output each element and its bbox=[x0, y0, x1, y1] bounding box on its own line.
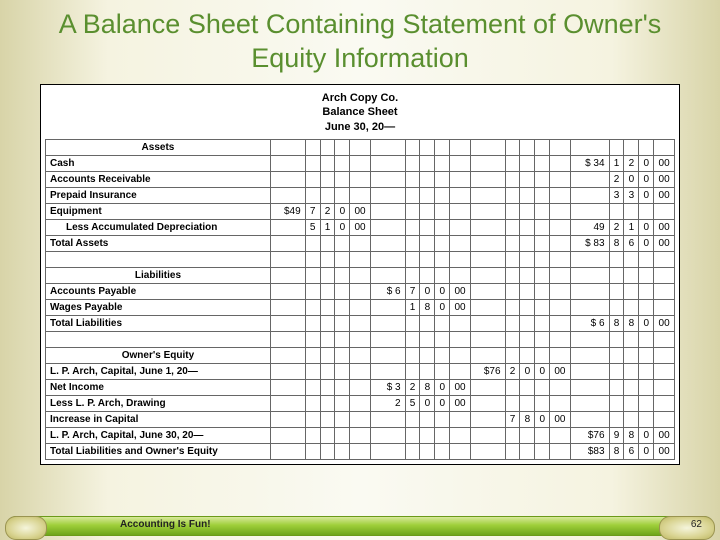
table-row: Less Accumulated Depreciation 51000 4921… bbox=[46, 220, 675, 236]
page-number: 62 bbox=[691, 519, 702, 530]
footer-label: Accounting Is Fun! bbox=[120, 519, 211, 530]
footer-bar: Accounting Is Fun! 62 bbox=[0, 516, 720, 538]
table-row: Total Liabilities $ 688000 bbox=[46, 316, 675, 332]
table-row: L. P. Arch, Capital, June 1, 20— $762000… bbox=[46, 364, 675, 380]
table-row: Accounts Payable $ 670000 bbox=[46, 284, 675, 300]
report-date: June 30, 20— bbox=[45, 120, 675, 135]
slide-title: A Balance Sheet Containing Statement of … bbox=[0, 0, 720, 82]
table-row: Total Liabilities and Owner's Equity $83… bbox=[46, 444, 675, 460]
table-row: Net Income $ 328000 bbox=[46, 380, 675, 396]
section-row: Owner's Equity bbox=[46, 348, 675, 364]
section-equity: Owner's Equity bbox=[46, 348, 271, 364]
company-name: Arch Copy Co. bbox=[45, 91, 675, 106]
table-row: Total Assets $ 8386000 bbox=[46, 236, 675, 252]
section-liabilities: Liabilities bbox=[46, 268, 271, 284]
balance-sheet-table: Assets Cash $ 3412000 Accounts Receivabl… bbox=[45, 139, 675, 460]
nav-bar-shape bbox=[6, 516, 714, 536]
table-row bbox=[46, 332, 675, 348]
table-row: Wages Payable 18000 bbox=[46, 300, 675, 316]
report-name: Balance Sheet bbox=[45, 105, 675, 120]
table-row: Less L. P. Arch, Drawing 250000 bbox=[46, 396, 675, 412]
table-row: Accounts Receivable 20000 bbox=[46, 172, 675, 188]
table-row: Cash $ 3412000 bbox=[46, 156, 675, 172]
section-assets: Assets bbox=[46, 140, 271, 156]
table-row: Equipment $4972000 bbox=[46, 204, 675, 220]
balance-sheet-frame: Arch Copy Co. Balance Sheet June 30, 20—… bbox=[40, 84, 680, 466]
table-row: L. P. Arch, Capital, June 30, 20— $76980… bbox=[46, 428, 675, 444]
report-header: Arch Copy Co. Balance Sheet June 30, 20— bbox=[45, 89, 675, 140]
table-row: Increase in Capital 78000 bbox=[46, 412, 675, 428]
section-row: Liabilities bbox=[46, 268, 675, 284]
table-row: Prepaid Insurance 33000 bbox=[46, 188, 675, 204]
section-row: Assets bbox=[46, 140, 675, 156]
table-row bbox=[46, 252, 675, 268]
